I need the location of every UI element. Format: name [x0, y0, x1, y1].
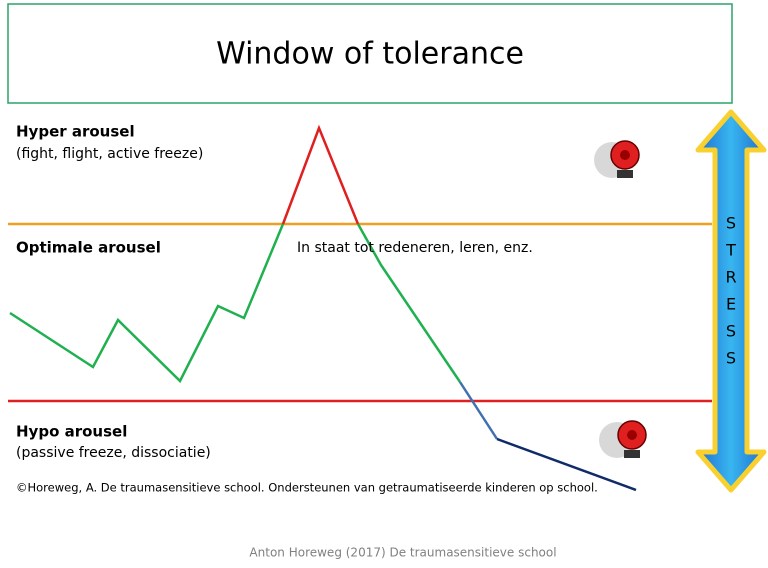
alarm-icon	[599, 420, 647, 458]
arousal-line	[496, 437, 637, 492]
arousal-line	[281, 124, 360, 225]
arousal-line	[458, 381, 499, 440]
stress-letter: T	[725, 241, 736, 260]
arousal-line	[9, 223, 285, 384]
title-box	[7, 3, 733, 104]
title: Window of tolerance	[216, 37, 524, 72]
stress-arrow	[695, 109, 767, 493]
stress-letter: S	[726, 322, 736, 341]
zone-description: In staat tot redeneren, leren, enz.	[297, 240, 533, 256]
zone-label: Hyper arousel	[16, 123, 135, 141]
stress-letter: S	[726, 214, 736, 233]
stress-letter: E	[726, 295, 736, 314]
zone-label: Optimale arousel	[16, 239, 161, 257]
alarm-icon	[594, 140, 640, 178]
stress-letter: R	[725, 268, 736, 287]
footer: Anton Horeweg (2017) De traumasensitieve…	[249, 546, 556, 560]
citation: ©Horeweg, A. De traumasensitieve school.…	[16, 481, 598, 495]
zone-description: (fight, flight, active freeze)	[16, 146, 203, 162]
stress-letter: S	[726, 349, 736, 368]
zone-description: (passive freeze, dissociatie)	[16, 445, 211, 461]
zone-label: Hypo arousel	[16, 423, 127, 441]
arousal-line	[356, 223, 462, 383]
